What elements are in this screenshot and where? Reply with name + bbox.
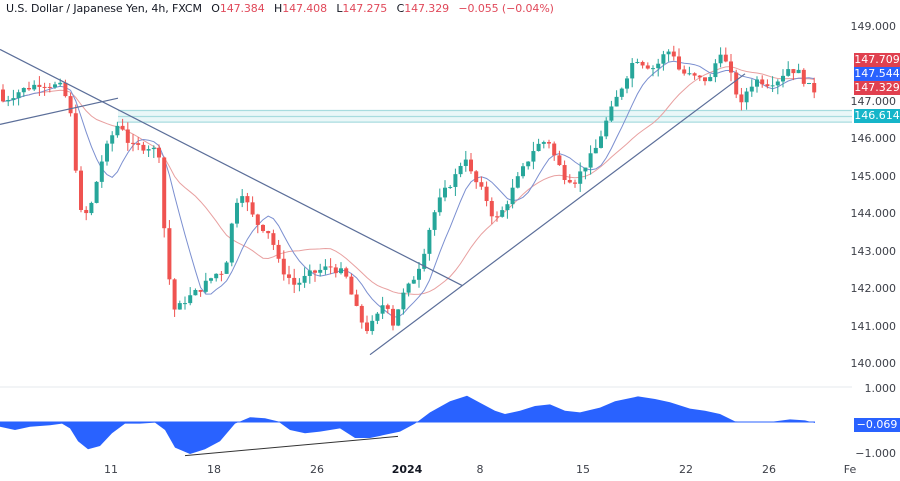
time-tick: 2024	[391, 463, 423, 476]
price-tick: 143.000	[850, 244, 897, 258]
price-label: 147.709	[854, 53, 900, 67]
low-label: L	[336, 2, 343, 15]
open-value: 147.384	[219, 2, 265, 15]
close-value: 147.329	[404, 2, 450, 15]
price-tick: 141.000	[850, 319, 897, 333]
price-label: 147.329	[854, 81, 900, 95]
time-tick: 8	[476, 463, 484, 476]
support-resistance-zone	[118, 109, 852, 123]
trendlines	[0, 48, 746, 356]
time-tick: 22	[679, 463, 693, 476]
price-tick: 144.000	[850, 207, 897, 221]
change-value: −0.055 (−0.04%)	[458, 2, 554, 15]
slow-moving-average	[2, 66, 815, 295]
price-label: 146.614	[854, 109, 900, 123]
price-tick: 146.000	[850, 132, 897, 146]
high-value: 147.408	[282, 2, 327, 15]
low-value: 147.275	[342, 2, 388, 15]
symbol-legend: U.S. Dollar / Japanese Yen, 4h, FXCM O14…	[6, 2, 554, 15]
time-tick: 18	[207, 463, 221, 476]
time-tick: 11	[104, 463, 118, 476]
fast-moving-average	[2, 60, 815, 318]
time-tick: Fe	[843, 463, 857, 476]
oscillator-area	[0, 395, 815, 457]
price-label: 147.544	[854, 67, 900, 81]
time-tick: 26	[762, 463, 776, 476]
open-label: O	[211, 2, 220, 15]
candlestick-series	[1, 45, 817, 335]
price-tick: 142.000	[850, 282, 897, 296]
osc-tick-max: 1.000	[864, 382, 897, 395]
price-tick: 149.000	[850, 20, 897, 33]
time-tick: 26	[310, 463, 324, 476]
high-label: H	[274, 2, 283, 15]
price-tick: 147.000	[850, 94, 897, 108]
close-label: C	[396, 2, 405, 15]
price-tick: 145.000	[850, 169, 897, 183]
symbol-title: U.S. Dollar / Japanese Yen, 4h, FXCM	[6, 2, 202, 15]
price-tick: 140.000	[850, 357, 897, 371]
time-tick: 15	[576, 463, 590, 476]
osc-tick-min: −1.000	[855, 447, 896, 460]
osc-current-label: −0.069	[854, 418, 900, 432]
